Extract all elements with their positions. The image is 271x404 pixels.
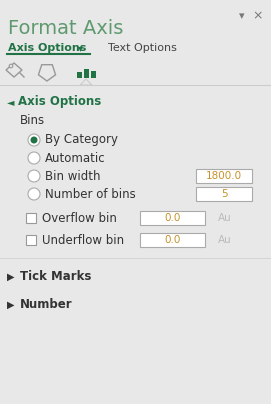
FancyBboxPatch shape: [26, 213, 36, 223]
FancyBboxPatch shape: [140, 211, 205, 225]
Text: Format Axis: Format Axis: [8, 19, 123, 38]
Circle shape: [31, 137, 37, 143]
FancyBboxPatch shape: [140, 233, 205, 247]
FancyBboxPatch shape: [26, 235, 36, 245]
Circle shape: [28, 134, 40, 146]
Circle shape: [9, 64, 13, 68]
Text: Underflow bin: Underflow bin: [42, 234, 124, 246]
Text: Number of bins: Number of bins: [45, 187, 136, 200]
Text: Text Options: Text Options: [108, 43, 177, 53]
Text: ▾: ▾: [78, 43, 83, 53]
FancyBboxPatch shape: [196, 187, 252, 201]
Circle shape: [28, 188, 40, 200]
Text: Overflow bin: Overflow bin: [42, 212, 117, 225]
Text: Automatic: Automatic: [45, 152, 106, 164]
Text: ◄: ◄: [7, 97, 15, 107]
FancyBboxPatch shape: [83, 69, 89, 78]
Circle shape: [28, 152, 40, 164]
Text: Axis Options: Axis Options: [8, 43, 86, 53]
Text: ▾: ▾: [239, 11, 245, 21]
Text: Au: Au: [218, 213, 232, 223]
Text: ▶: ▶: [7, 300, 15, 310]
Text: 0.0: 0.0: [164, 235, 181, 245]
Text: Number: Number: [20, 299, 73, 311]
Text: ▶: ▶: [7, 272, 15, 282]
Text: Bin width: Bin width: [45, 170, 101, 183]
Text: 5: 5: [221, 189, 227, 199]
Text: 1800.0: 1800.0: [206, 171, 242, 181]
Text: ×: ×: [253, 10, 263, 23]
Text: Au: Au: [218, 235, 232, 245]
Text: Tick Marks: Tick Marks: [20, 271, 91, 284]
Text: Bins: Bins: [20, 114, 45, 126]
Text: Axis Options: Axis Options: [18, 95, 101, 109]
Circle shape: [28, 170, 40, 182]
Polygon shape: [80, 79, 92, 85]
FancyBboxPatch shape: [76, 72, 82, 78]
FancyBboxPatch shape: [91, 71, 95, 78]
Text: 0.0: 0.0: [164, 213, 181, 223]
Text: By Category: By Category: [45, 133, 118, 147]
FancyBboxPatch shape: [196, 169, 252, 183]
